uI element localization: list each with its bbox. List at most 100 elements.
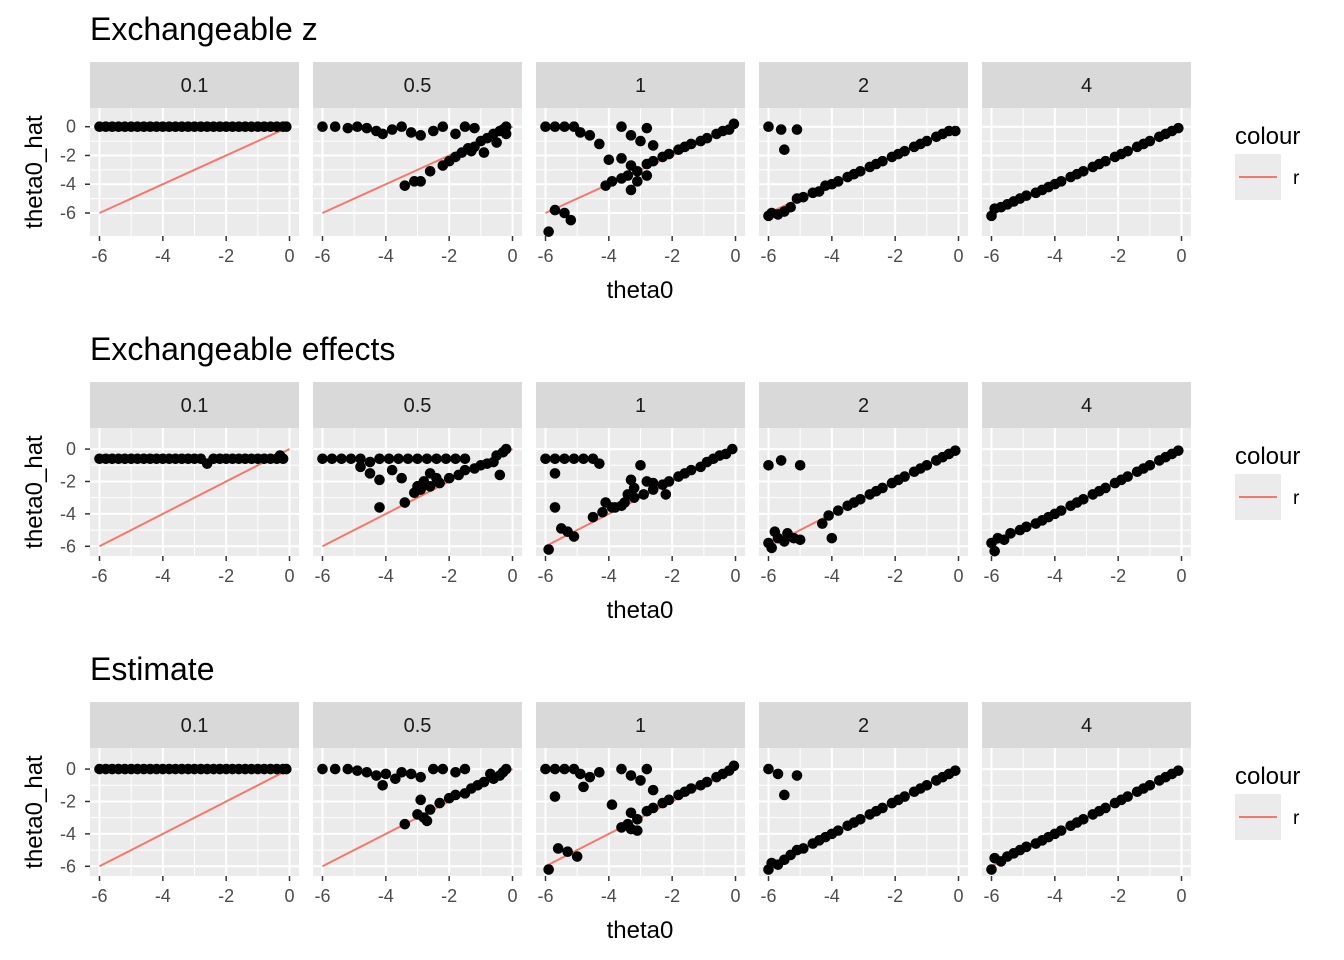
data-point <box>647 155 659 167</box>
data-point <box>540 121 551 132</box>
data-point <box>377 779 388 791</box>
data-point <box>568 531 580 542</box>
data-point <box>478 776 490 788</box>
facet-strip <box>536 382 745 428</box>
data-point <box>361 767 373 778</box>
x-tick-label: -4 <box>378 566 394 586</box>
data-point <box>559 453 570 465</box>
data-point <box>921 779 933 791</box>
data-point <box>500 121 512 132</box>
data-point <box>622 170 634 181</box>
x-tick-label: -6 <box>537 886 553 906</box>
facet-panel: 0.1 -6 -4 -2 0 <box>90 62 299 266</box>
data-point <box>663 148 675 160</box>
data-point <box>549 791 561 802</box>
data-point <box>543 544 554 555</box>
y-tick-label: 0 <box>66 759 76 779</box>
data-point <box>434 797 445 809</box>
data-point <box>685 464 697 476</box>
facet-strip-label: 2 <box>858 75 869 97</box>
data-point <box>329 763 341 775</box>
data-point <box>450 128 461 140</box>
data-point <box>1100 155 1111 167</box>
facet-strip <box>759 382 968 428</box>
x-tick-label: -2 <box>441 886 457 906</box>
data-point <box>424 481 436 492</box>
data-point <box>1055 505 1067 516</box>
data-point <box>625 130 637 141</box>
data-point <box>568 453 580 465</box>
facet-strip <box>90 62 299 108</box>
y-tick-label: 0 <box>66 117 76 137</box>
data-point <box>559 763 570 775</box>
data-point <box>540 453 551 465</box>
data-point <box>775 455 787 466</box>
data-point <box>466 145 477 157</box>
x-tick-label: 0 <box>507 886 517 906</box>
data-point <box>782 528 793 539</box>
data-point <box>766 542 777 554</box>
data-point <box>415 794 426 806</box>
data-point <box>393 453 404 465</box>
data-point <box>469 122 480 134</box>
data-point <box>727 443 738 455</box>
x-tick-label: 0 <box>730 566 740 586</box>
data-point <box>281 121 292 132</box>
data-point <box>625 770 637 781</box>
data-point <box>823 510 834 521</box>
chart-title: Exchangeable effects <box>90 331 395 367</box>
data-point <box>616 763 627 775</box>
data-point <box>549 121 561 132</box>
facet-strip-label: 1 <box>635 715 646 737</box>
facet-strip-label: 0.5 <box>404 715 432 737</box>
x-tick-label: -6 <box>537 566 553 586</box>
data-point <box>386 464 398 476</box>
facet-strip <box>759 702 968 748</box>
data-point <box>877 482 888 494</box>
data-point <box>559 121 570 132</box>
x-tick-label: 0 <box>1176 886 1186 906</box>
y-tick-label: -6 <box>60 536 76 556</box>
data-point <box>421 453 433 465</box>
data-point <box>1055 176 1067 187</box>
x-tick-label: 0 <box>953 246 963 266</box>
data-point <box>899 471 910 482</box>
data-point <box>763 121 774 132</box>
data-point <box>632 176 643 187</box>
data-point <box>443 472 455 484</box>
data-point <box>415 176 426 187</box>
legend-label: r <box>1293 808 1300 829</box>
data-point <box>402 453 414 465</box>
facet-panel: 4 -6 -4 -2 0 <box>982 702 1191 906</box>
data-point <box>632 165 643 177</box>
data-point <box>336 453 347 465</box>
data-point <box>1173 122 1184 134</box>
data-point <box>635 135 646 147</box>
data-point <box>625 807 637 819</box>
data-point <box>543 864 554 875</box>
data-point <box>364 468 376 479</box>
data-point <box>899 791 910 802</box>
x-tick-label: 0 <box>284 566 294 586</box>
data-point <box>459 453 471 465</box>
data-point <box>1021 521 1032 533</box>
x-tick-label: -6 <box>983 886 999 906</box>
data-point <box>763 459 774 471</box>
x-tick-label: -4 <box>1047 886 1063 906</box>
y-tick-label: -4 <box>60 824 76 844</box>
data-point <box>763 763 774 775</box>
data-point <box>1078 813 1089 825</box>
data-point <box>921 459 933 471</box>
data-point <box>386 124 398 135</box>
data-point <box>832 825 844 836</box>
data-point <box>342 122 354 134</box>
x-tick-label: -6 <box>91 566 107 586</box>
facet-strip-label: 0.5 <box>404 75 432 97</box>
x-tick-label: -6 <box>983 566 999 586</box>
y-tick-label: -4 <box>60 174 76 194</box>
data-point <box>785 201 796 213</box>
y-tick-label: -2 <box>60 145 76 165</box>
data-point <box>832 505 844 516</box>
y-tick-label: -2 <box>60 791 76 811</box>
x-tick-label: -6 <box>91 246 107 266</box>
